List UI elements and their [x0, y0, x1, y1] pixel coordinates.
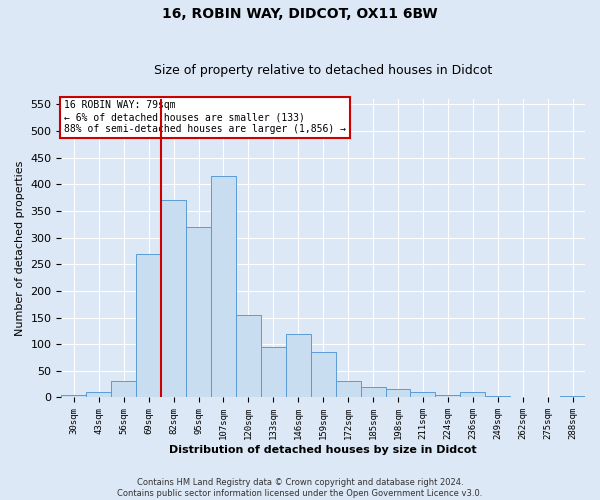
- Bar: [311, 352, 335, 398]
- Bar: [111, 382, 136, 398]
- Bar: [286, 334, 311, 398]
- Bar: [211, 176, 236, 398]
- Bar: [460, 392, 485, 398]
- Title: Size of property relative to detached houses in Didcot: Size of property relative to detached ho…: [154, 64, 493, 77]
- Text: 16 ROBIN WAY: 79sqm
← 6% of detached houses are smaller (133)
88% of semi-detach: 16 ROBIN WAY: 79sqm ← 6% of detached hou…: [64, 100, 346, 134]
- Bar: [335, 382, 361, 398]
- Text: Contains HM Land Registry data © Crown copyright and database right 2024.
Contai: Contains HM Land Registry data © Crown c…: [118, 478, 482, 498]
- Bar: [61, 395, 86, 398]
- Bar: [361, 387, 386, 398]
- Bar: [261, 347, 286, 398]
- Bar: [161, 200, 186, 398]
- Bar: [86, 392, 111, 398]
- Bar: [136, 254, 161, 398]
- Bar: [236, 315, 261, 398]
- Text: 16, ROBIN WAY, DIDCOT, OX11 6BW: 16, ROBIN WAY, DIDCOT, OX11 6BW: [162, 8, 438, 22]
- Bar: [436, 395, 460, 398]
- Bar: [386, 390, 410, 398]
- Bar: [410, 392, 436, 398]
- Y-axis label: Number of detached properties: Number of detached properties: [15, 160, 25, 336]
- X-axis label: Distribution of detached houses by size in Didcot: Distribution of detached houses by size …: [169, 445, 477, 455]
- Bar: [485, 396, 510, 398]
- Bar: [186, 227, 211, 398]
- Bar: [560, 396, 585, 398]
- Bar: [510, 397, 535, 398]
